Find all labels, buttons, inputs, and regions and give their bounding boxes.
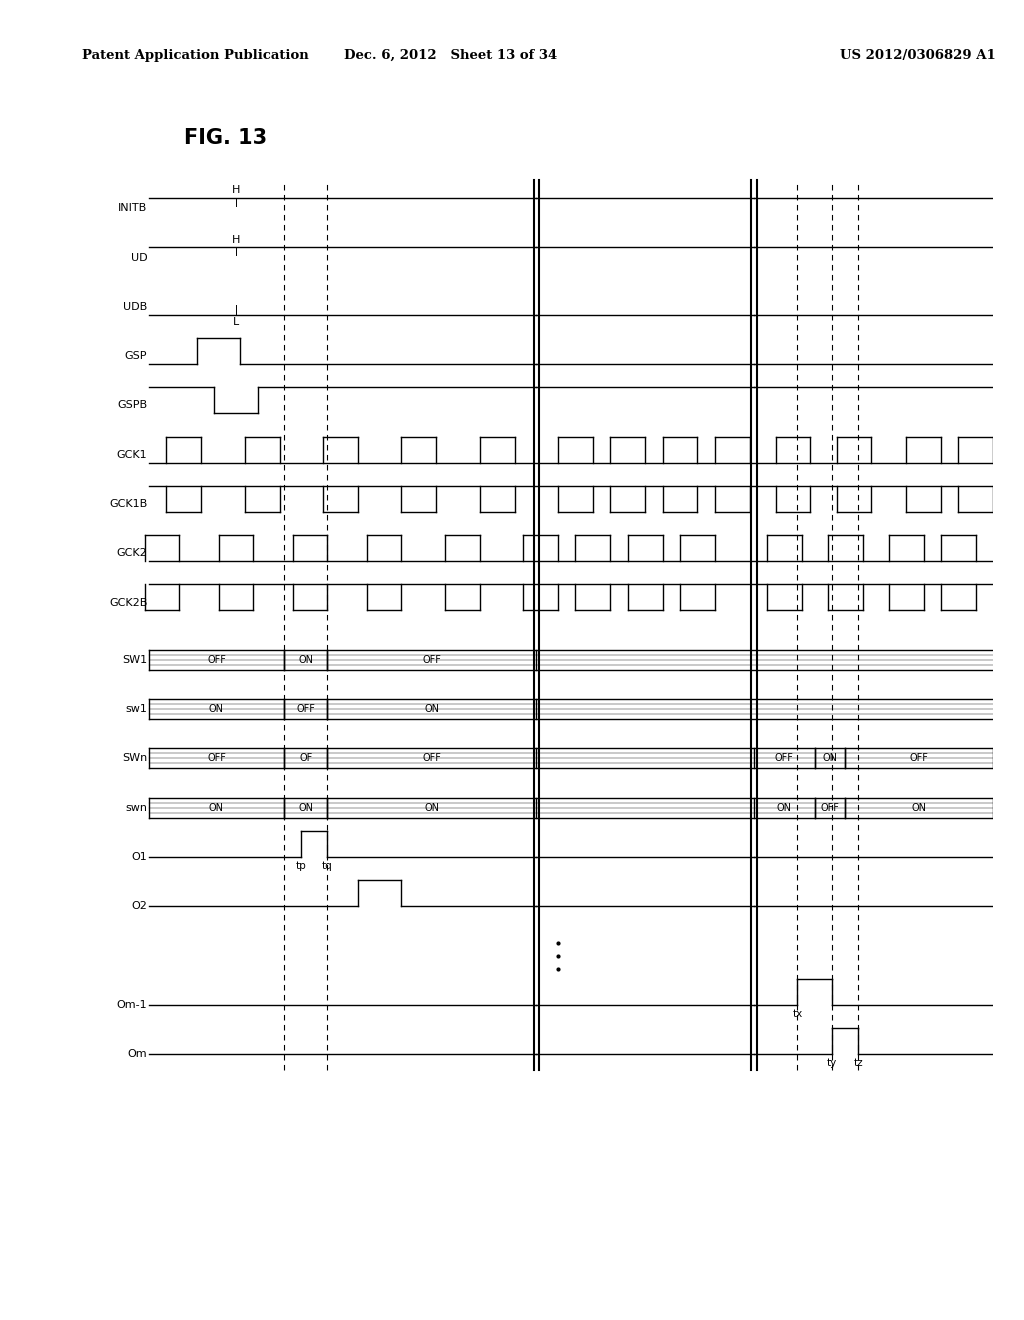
Text: OFF: OFF bbox=[207, 655, 226, 665]
Text: OFF: OFF bbox=[423, 655, 441, 665]
Text: ON: ON bbox=[298, 803, 313, 813]
Text: GCK1: GCK1 bbox=[117, 450, 147, 459]
Text: GCK2: GCK2 bbox=[117, 548, 147, 558]
Text: GCK2B: GCK2B bbox=[109, 598, 147, 607]
Text: ON: ON bbox=[777, 803, 792, 813]
Text: OFF: OFF bbox=[820, 803, 840, 813]
Text: UD: UD bbox=[131, 252, 147, 263]
Text: ON: ON bbox=[424, 704, 439, 714]
Text: ON: ON bbox=[822, 754, 838, 763]
Text: tp: tp bbox=[296, 861, 306, 871]
Text: US 2012/0306829 A1: US 2012/0306829 A1 bbox=[840, 49, 995, 62]
Text: OFF: OFF bbox=[775, 754, 794, 763]
Text: OFF: OFF bbox=[423, 754, 441, 763]
Text: SWn: SWn bbox=[122, 754, 147, 763]
Text: GCK1B: GCK1B bbox=[109, 499, 147, 510]
Text: Om-1: Om-1 bbox=[117, 999, 147, 1010]
Text: tq: tq bbox=[323, 861, 333, 871]
Text: OFF: OFF bbox=[910, 754, 929, 763]
Text: FIG. 13: FIG. 13 bbox=[184, 128, 267, 148]
Text: SW1: SW1 bbox=[122, 655, 147, 665]
Text: O2: O2 bbox=[131, 902, 147, 911]
Text: L: L bbox=[232, 317, 240, 327]
Text: INITB: INITB bbox=[118, 203, 147, 214]
Text: ON: ON bbox=[209, 803, 224, 813]
Text: GSP: GSP bbox=[125, 351, 147, 362]
Text: UDB: UDB bbox=[123, 302, 147, 312]
Text: O1: O1 bbox=[131, 851, 147, 862]
Text: ON: ON bbox=[209, 704, 224, 714]
Text: Dec. 6, 2012   Sheet 13 of 34: Dec. 6, 2012 Sheet 13 of 34 bbox=[344, 49, 557, 62]
Text: Patent Application Publication: Patent Application Publication bbox=[82, 49, 308, 62]
Text: GSPB: GSPB bbox=[117, 400, 147, 411]
Text: sw1: sw1 bbox=[125, 704, 147, 714]
Text: ON: ON bbox=[911, 803, 927, 813]
Text: OFF: OFF bbox=[296, 704, 315, 714]
Text: H: H bbox=[231, 185, 241, 195]
Text: swn: swn bbox=[125, 803, 147, 813]
Text: ty: ty bbox=[827, 1059, 838, 1068]
Text: tz: tz bbox=[854, 1059, 863, 1068]
Text: Om: Om bbox=[128, 1049, 147, 1059]
Text: OFF: OFF bbox=[207, 754, 226, 763]
Text: ON: ON bbox=[298, 655, 313, 665]
Text: OF: OF bbox=[299, 754, 312, 763]
Text: tx: tx bbox=[793, 1008, 803, 1019]
Text: ON: ON bbox=[424, 803, 439, 813]
Text: H: H bbox=[231, 235, 241, 244]
